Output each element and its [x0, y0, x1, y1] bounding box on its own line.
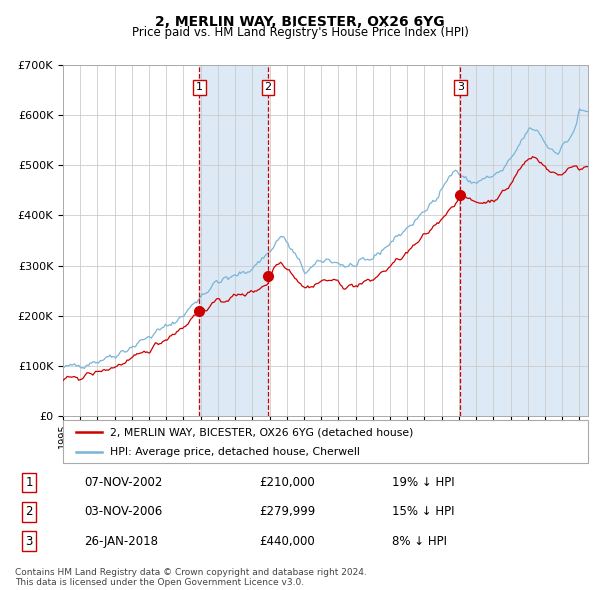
Text: HPI: Average price, detached house, Cherwell: HPI: Average price, detached house, Cher… — [110, 447, 360, 457]
Bar — [460, 65, 588, 416]
Bar — [199, 65, 268, 416]
Text: 2: 2 — [26, 505, 33, 519]
Text: Contains HM Land Registry data © Crown copyright and database right 2024.
This d: Contains HM Land Registry data © Crown c… — [15, 568, 367, 587]
Text: 3: 3 — [26, 535, 33, 548]
Text: 1: 1 — [26, 476, 33, 489]
Text: 2, MERLIN WAY, BICESTER, OX26 6YG (detached house): 2, MERLIN WAY, BICESTER, OX26 6YG (detac… — [110, 427, 413, 437]
Text: £210,000: £210,000 — [260, 476, 316, 489]
Text: 07-NOV-2002: 07-NOV-2002 — [84, 476, 163, 489]
Text: 2: 2 — [265, 83, 272, 93]
Text: 8% ↓ HPI: 8% ↓ HPI — [392, 535, 447, 548]
Text: Price paid vs. HM Land Registry's House Price Index (HPI): Price paid vs. HM Land Registry's House … — [131, 26, 469, 39]
Text: 3: 3 — [457, 83, 464, 93]
Text: 15% ↓ HPI: 15% ↓ HPI — [392, 505, 455, 519]
Text: £279,999: £279,999 — [260, 505, 316, 519]
FancyBboxPatch shape — [63, 420, 588, 463]
Text: 19% ↓ HPI: 19% ↓ HPI — [392, 476, 455, 489]
Text: 2, MERLIN WAY, BICESTER, OX26 6YG: 2, MERLIN WAY, BICESTER, OX26 6YG — [155, 15, 445, 30]
Text: 03-NOV-2006: 03-NOV-2006 — [84, 505, 162, 519]
Text: 1: 1 — [196, 83, 203, 93]
Text: £440,000: £440,000 — [260, 535, 316, 548]
Text: 26-JAN-2018: 26-JAN-2018 — [84, 535, 158, 548]
